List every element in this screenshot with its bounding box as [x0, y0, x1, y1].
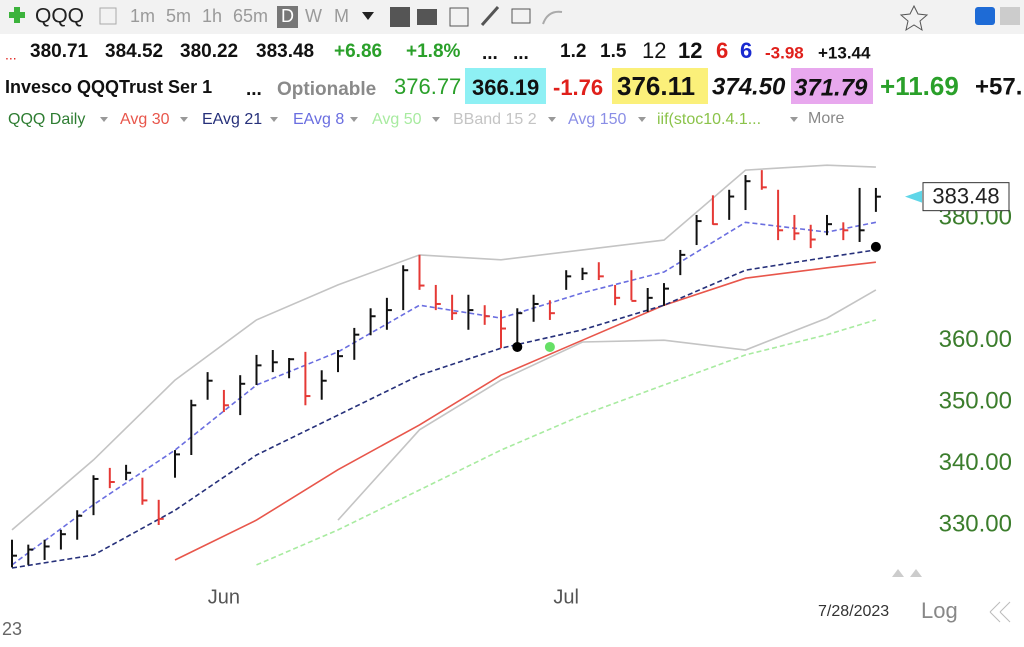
legend-dropdown [790, 117, 798, 122]
highlight [465, 68, 546, 104]
indicator-line [256, 319, 877, 566]
legend-dropdown [350, 117, 358, 122]
highlight [791, 68, 873, 104]
quote-dots: ... [482, 43, 498, 64]
scale-mode[interactable]: Log [921, 598, 958, 623]
y-tick-label: 330.00 [939, 510, 1012, 537]
indicator-line [11, 164, 876, 531]
note-icon[interactable] [511, 8, 531, 24]
legend-entry: Avg 150 [568, 111, 627, 128]
info-field: 366.19 [472, 75, 539, 100]
star-icon[interactable] [899, 4, 929, 32]
share-icon[interactable] [542, 10, 563, 25]
quote-field: +13.44 [818, 43, 871, 62]
y-tick-label: 350.00 [939, 388, 1012, 415]
info-field: +11.69 [880, 71, 959, 101]
quote-field: 1.5 [600, 41, 627, 62]
info-field: 376.11 [617, 71, 695, 101]
highlight [612, 68, 708, 104]
last-price-pointer [905, 190, 922, 203]
quote-field: 12 [678, 38, 702, 63]
y-tick-label: 360.00 [939, 326, 1012, 353]
legend-entry: QQQ Daily [8, 111, 85, 128]
info-field: +57. [975, 73, 1022, 100]
high: 384.52 [105, 41, 163, 62]
last: 383.48 [256, 41, 314, 62]
legend-dropdown [432, 117, 440, 122]
interval[interactable]: D [281, 6, 294, 26]
signal-dot [544, 341, 555, 352]
interval[interactable]: M [334, 6, 349, 26]
legend-entry: BBand 15 2 [453, 111, 537, 128]
company-name: Invesco QQQTrust Ser 1 [5, 77, 212, 97]
interval[interactable]: 1m [130, 6, 155, 26]
legend-entry: EAvg 21 [202, 111, 262, 128]
tools-icon[interactable] [390, 7, 410, 27]
interval[interactable]: 1h [202, 6, 222, 26]
last-price-box [922, 182, 1010, 212]
zoom-icon[interactable] [989, 601, 1011, 623]
info-field: -1.76 [553, 75, 603, 100]
legend-entry: Avg 30 [120, 111, 170, 128]
optionable: Optionable [277, 79, 376, 100]
legend-dropdown [180, 117, 188, 122]
more-button[interactable]: More [808, 110, 845, 127]
quote-field: 6 [740, 38, 752, 63]
quote-dots: ... [513, 43, 529, 64]
last-price-label: 383.48 [932, 183, 999, 208]
indicator-line [174, 261, 876, 561]
dropdown-icon[interactable] [362, 12, 374, 20]
change-pct: +1.8% [406, 41, 461, 62]
s-icon[interactable] [975, 7, 995, 25]
quote-dots: ... [5, 47, 17, 63]
interval[interactable]: 5m [166, 6, 191, 26]
year-label: 23 [2, 619, 22, 639]
x-tick-label: Jul [553, 586, 579, 608]
legend-dropdown [100, 117, 108, 122]
quote-field: 6 [716, 38, 728, 63]
legend-entry: EAvg 8 [293, 111, 344, 128]
interval[interactable]: 65m [233, 6, 268, 26]
x-tick-label: Jun [208, 586, 240, 608]
interval[interactable]: W [305, 6, 322, 26]
legend-dropdown [638, 117, 646, 122]
indicator-line [11, 249, 877, 569]
change: +6.86 [334, 41, 382, 62]
quote-field: 1.2 [560, 41, 586, 62]
low: 380.22 [180, 41, 238, 62]
menu-icon[interactable] [99, 7, 117, 25]
indicator-line [337, 289, 877, 521]
quote-field: 12 [642, 38, 666, 63]
legend-dropdown [548, 117, 556, 122]
quote-field: -3.98 [765, 43, 804, 62]
signal-dot [512, 341, 523, 352]
y-tick-label: 340.00 [939, 449, 1012, 476]
info-field: 374.50 [712, 73, 786, 100]
info-field: 371.79 [794, 74, 868, 101]
legend-dropdown [270, 117, 278, 122]
last-date: 7/28/2023 [818, 603, 889, 620]
signal-dot [870, 241, 881, 252]
symbol[interactable]: QQQ [35, 5, 84, 28]
legend-entry: iif(stoc10.4.1... [657, 111, 761, 128]
menu-icon[interactable] [1000, 7, 1020, 25]
info-field: 376.77 [394, 74, 461, 99]
add-icon[interactable] [9, 7, 25, 23]
draw-icon[interactable] [480, 6, 500, 26]
interval-selected [277, 6, 298, 28]
bars-icon[interactable] [417, 9, 437, 25]
open: 380.71 [30, 41, 89, 62]
grid-icon[interactable] [449, 7, 469, 27]
info-dots: ... [246, 79, 262, 100]
scroll-icon[interactable] [892, 569, 922, 577]
legend-entry: Avg 50 [372, 111, 422, 128]
indicator-line [11, 221, 877, 566]
